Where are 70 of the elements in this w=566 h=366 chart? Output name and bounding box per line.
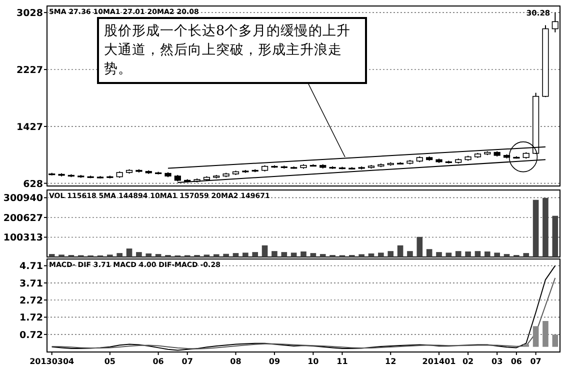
bar bbox=[494, 252, 500, 257]
bar bbox=[465, 251, 471, 257]
bar bbox=[310, 253, 316, 257]
bar bbox=[416, 236, 423, 257]
x-tick-label: 06 bbox=[510, 357, 522, 366]
bar bbox=[474, 251, 481, 257]
bar bbox=[252, 252, 258, 257]
y-tick-label: 1427 bbox=[16, 122, 43, 133]
bar bbox=[407, 251, 413, 257]
bar bbox=[368, 253, 374, 257]
bar bbox=[523, 344, 530, 347]
x-tick-label: 11 bbox=[336, 357, 348, 366]
bar bbox=[116, 253, 122, 257]
x-tick-label: 12 bbox=[385, 357, 396, 366]
y-tick-label: 200627 bbox=[3, 212, 43, 224]
annotation: 股价形成一个长达8个多月的缓慢的上升大通道，然后向上突破，形成主升浪走势。 bbox=[104, 22, 352, 79]
bar bbox=[232, 253, 239, 257]
bar bbox=[446, 252, 452, 257]
bar bbox=[552, 216, 558, 257]
x-tick-label: 09 bbox=[268, 357, 280, 366]
x-tick-label: 06 bbox=[152, 357, 164, 366]
x-tick-label: 10 bbox=[308, 357, 320, 366]
x-tick-label: 02 bbox=[462, 357, 474, 366]
bar bbox=[272, 251, 278, 257]
y-tick-label: 2227 bbox=[16, 65, 43, 76]
y-tick-label: 4.71 bbox=[20, 261, 43, 272]
bar bbox=[48, 254, 55, 257]
x-tick-label: 05 bbox=[104, 357, 116, 366]
bar bbox=[523, 253, 530, 257]
bar bbox=[320, 254, 326, 257]
y-tick-label: 0.72 bbox=[20, 330, 43, 341]
y-tick-label: 2.72 bbox=[20, 295, 43, 306]
y-tick-label: 300940 bbox=[3, 193, 44, 204]
y-tick-label: 1.72 bbox=[20, 312, 43, 324]
bar bbox=[242, 252, 248, 257]
bar bbox=[300, 251, 306, 257]
bar bbox=[281, 252, 288, 257]
bar bbox=[455, 251, 462, 257]
bar bbox=[484, 251, 490, 257]
y-tick-label: 3028 bbox=[16, 8, 44, 20]
x-tick-label: 08 bbox=[230, 357, 242, 366]
line-series bbox=[51, 277, 556, 350]
x-tick-label: 07 bbox=[530, 357, 542, 366]
bar bbox=[397, 245, 404, 257]
bar bbox=[358, 254, 364, 257]
bar bbox=[504, 254, 510, 257]
bar bbox=[552, 334, 558, 347]
bar bbox=[532, 200, 539, 257]
bar bbox=[290, 252, 297, 257]
bar bbox=[436, 252, 442, 257]
bar bbox=[388, 251, 394, 257]
bar bbox=[146, 253, 152, 257]
bar bbox=[378, 252, 384, 257]
bar bbox=[426, 249, 432, 257]
y-tick-label: 3.71 bbox=[20, 278, 43, 290]
y-tick-label: 100313 bbox=[3, 232, 43, 244]
x-tick-label: 20130304 bbox=[30, 357, 75, 366]
x-tick-label: 07 bbox=[182, 357, 193, 366]
bar bbox=[223, 254, 229, 257]
bar bbox=[155, 254, 162, 257]
bar bbox=[542, 321, 548, 347]
bar bbox=[126, 248, 132, 257]
x-tick-label: 03 bbox=[492, 357, 503, 366]
y-tick-label: 628 bbox=[23, 178, 44, 190]
bar bbox=[136, 252, 142, 257]
bar bbox=[213, 254, 220, 257]
x-tick-label: 201401 bbox=[422, 357, 456, 366]
bar bbox=[532, 326, 539, 347]
bar bbox=[262, 245, 268, 257]
bar bbox=[542, 198, 548, 257]
